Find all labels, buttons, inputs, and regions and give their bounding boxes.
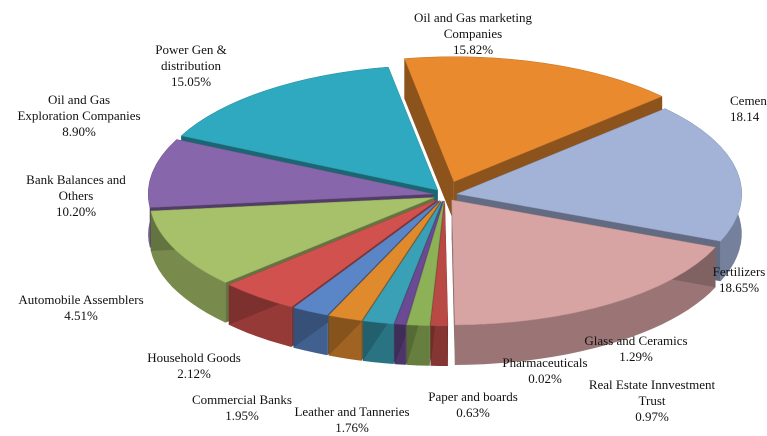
label-reit: Real Estate InnvestmentTrust0.97% [578,377,726,425]
label-bank-balances: Bank Balances andOthers10.20% [14,172,138,220]
label-paper: Paper and boards0.63% [418,389,528,421]
label-auto: Automobile Assemblers4.51% [6,292,156,324]
label-oil-exploration: Oil and GasExploration Companies8.90% [4,92,154,140]
label-cement: Cemen18.14 [730,93,767,125]
label-oil-marketing: Oil and Gas marketingCompanies15.82% [388,10,558,58]
label-comm-banks: Commercial Banks1.95% [180,392,304,424]
label-fertilizers: Fertilizers18.65% [704,264,767,296]
label-power-gen: Power Gen &distribution15.05% [136,42,246,90]
label-household: Household Goods2.12% [134,350,254,382]
